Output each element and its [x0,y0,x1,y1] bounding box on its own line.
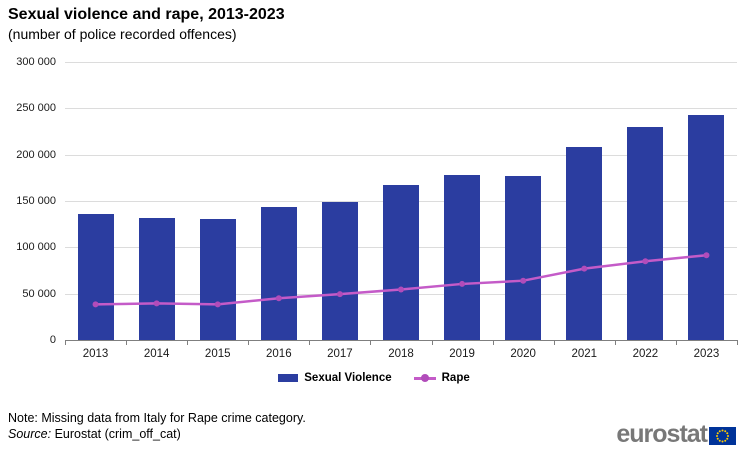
y-axis-tick-label: 200 000 [16,148,56,161]
rape-line-series [92,252,710,308]
x-axis-tick [675,340,677,345]
x-axis-tick [370,340,372,345]
legend-label-sexual-violence: Sexual Violence [304,372,392,384]
x-axis-tick [187,340,189,345]
x-axis-tick [737,340,738,345]
x-axis-label-2023: 2023 [693,348,720,360]
rape-line-point-2019 [459,280,466,287]
legend-label-rape: Rape [441,372,470,384]
source-text: Source: Eurostat (crim_off_cat) [8,427,181,441]
chart-title: Sexual violence and rape, 2013-2023 [8,6,285,23]
bar-2015 [199,218,236,340]
eu-flag-icon [709,427,736,445]
x-axis-tick [431,340,433,345]
bar-2013 [77,214,114,340]
bar-2014 [138,217,175,340]
rape-line-point-2015 [214,301,221,308]
eurostat-logo: eurostat [616,420,736,448]
y-axis-tick-label: 150 000 [16,195,56,207]
x-axis-label-2022: 2022 [632,348,659,360]
rape-line-point-2016 [275,295,282,302]
y-axis-tick-label: 50 000 [22,287,56,300]
chart-plot-area: 0 50 000 100 000 150 000 200 000 250 000 300 0… [0,52,748,368]
x-axis-label-2016: 2016 [266,348,292,360]
chart-subtitle: (number of police recorded offences) [8,26,237,42]
x-axis-line [65,340,738,341]
bar-2019 [444,174,481,340]
bar-2022 [627,126,664,340]
y-axis-tick-label: 0 [49,334,56,346]
bar-2017 [321,202,358,340]
rape-line-point-2020 [520,277,527,284]
gridline [65,62,737,63]
x-axis-tick [126,340,128,345]
legend-item-rape: Rape [413,372,470,384]
x-axis-label-2013: 2013 [82,348,109,360]
x-axis-label-2021: 2021 [571,348,598,360]
x-axis-label-2014: 2014 [143,348,170,360]
rape-line-point-2018 [398,286,404,293]
rape-line-point-2017 [336,291,343,298]
x-axis-tick [492,340,494,345]
bar-2021 [566,147,603,340]
legend-swatch-bar-icon [278,374,299,382]
source-value: Eurostat (crim_off_cat) [54,427,181,441]
rape-line-point-2021 [581,265,588,272]
x-axis-label-2019: 2019 [449,348,475,360]
x-axis-label-2015: 2015 [204,348,231,360]
chart-legend: Sexual Violence Rape [0,372,748,384]
gridline [65,154,737,156]
bar-2020 [505,175,542,340]
rape-line [95,253,707,306]
note-text: Note: Missing data from Italy for Rape c… [8,411,306,425]
legend-item-sexual-violence: Sexual Violence [278,372,392,384]
rape-line-point-2013 [92,301,99,308]
y-axis-tick-label: 100 000 [16,241,56,254]
legend-swatch-line-icon [413,374,436,382]
x-axis-tick [65,340,66,345]
y-axis-tick-label: 300 000 [16,56,56,68]
x-axis-tick [614,340,616,345]
y-axis-tick-label: 250 000 [16,102,56,115]
x-axis-label-2017: 2017 [327,348,353,360]
gridline [65,108,737,110]
x-axis-label-2018: 2018 [388,348,414,360]
x-axis-tick [248,340,250,345]
source-label: Source: [8,427,52,441]
bar-2018 [383,185,419,340]
x-axis-tick [553,340,555,345]
bar-2023 [688,114,725,340]
rape-line-point-2023 [703,252,710,259]
x-axis-tick [309,340,311,345]
legend-swatch-dot-icon [420,374,429,382]
x-axis-label-2020: 2020 [510,348,536,360]
rape-line-point-2022 [642,258,649,265]
rape-line-point-2014 [153,300,160,307]
bar-2016 [260,207,297,340]
eurostat-logo-text: eurostat [616,420,708,448]
